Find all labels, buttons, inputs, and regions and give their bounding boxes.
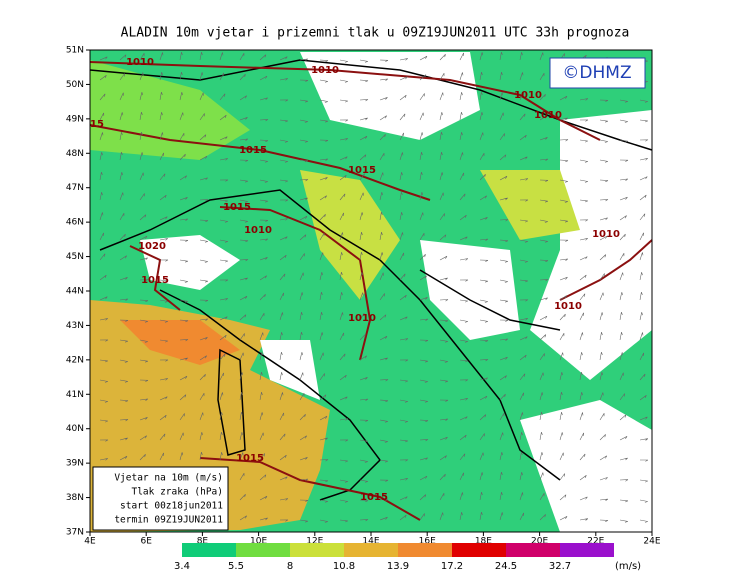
lat-label: 39N — [66, 459, 84, 469]
lon-label: 4E — [84, 537, 96, 547]
logo-box — [549, 57, 646, 89]
isobar-label: 1010 — [348, 313, 376, 324]
isobar-label: 1015 — [141, 275, 169, 286]
lat-label: 37N — [66, 528, 84, 538]
lon-label: 24E — [643, 537, 660, 547]
info-box — [92, 466, 229, 531]
lat-label: 51N — [66, 46, 84, 56]
colorbar-label: 24.5 — [495, 561, 517, 572]
isobar-label: 1015 — [239, 145, 267, 156]
lat-label: 45N — [66, 252, 84, 262]
info-line: Tlak zraka (hPa) — [131, 487, 223, 498]
lat-label: 44N — [66, 287, 84, 297]
lat-label: 46N — [66, 218, 84, 228]
isobar-label: 1015 — [348, 165, 376, 176]
lon-label: 12E — [306, 537, 323, 547]
colorbar-swatch — [236, 543, 290, 557]
lat-label: 47N — [66, 183, 84, 193]
colorbar-label: 10.8 — [333, 561, 355, 572]
isobar-label: 1015 — [360, 492, 388, 503]
lon-label: 18E — [475, 537, 492, 547]
colorbar-label: 8 — [287, 561, 293, 572]
lat-label: 48N — [66, 149, 84, 159]
lat-label: 40N — [66, 424, 84, 434]
isobar-label: 1010 — [592, 229, 620, 240]
colorbar-swatch — [398, 543, 452, 557]
colorbar-swatch — [344, 543, 398, 557]
lat-label: 43N — [66, 321, 84, 331]
title: ALADIN 10m vjetar i prizemni tlak u 09Z1… — [121, 26, 630, 41]
lon-label: 6E — [140, 537, 152, 547]
info-line: start 00z18jun2011 — [120, 501, 223, 512]
lat-label: 49N — [66, 114, 84, 124]
lon-label: 14E — [362, 537, 379, 547]
colorbar-label: 5.5 — [228, 561, 244, 572]
colorbar-swatch — [290, 543, 344, 557]
isobar-label: 1020 — [138, 241, 166, 252]
logo: ©DHMZ — [562, 63, 631, 83]
colorbar-swatch — [182, 543, 236, 557]
isobar-label: 1010 — [554, 301, 582, 312]
colorbar-label: 3.4 — [174, 561, 190, 572]
lon-label: 16E — [419, 537, 436, 547]
colorbar-label: 32.7 — [549, 561, 571, 572]
isobar-label: 1010 — [311, 65, 339, 76]
lat-label: 42N — [66, 355, 84, 365]
wind-arrows — [99, 51, 649, 523]
isobar-label: 1010 — [244, 225, 272, 236]
colorbar-swatch — [560, 543, 614, 557]
lon-label: 8E — [197, 537, 209, 547]
lon-label: 20E — [531, 537, 548, 547]
colorbar-swatch — [506, 543, 560, 557]
isobar-label: 1010 — [534, 110, 562, 121]
colorbar-unit: (m/s) — [615, 561, 641, 572]
lon-label: 10E — [250, 537, 267, 547]
lon-label: 22E — [587, 537, 604, 547]
lat-label: 50N — [66, 80, 84, 90]
colorbar-swatch — [452, 543, 506, 557]
isobar-label: 1015 — [223, 202, 251, 213]
info-line: termin 09Z19JUN2011 — [114, 515, 223, 526]
isobar-label: 15 — [90, 119, 104, 130]
isobar-label: 1010 — [514, 90, 542, 101]
map-field — [89, 50, 653, 532]
lat-label: 41N — [66, 390, 84, 400]
isobar-label: 1015 — [236, 453, 264, 464]
isobar-label: 1010 — [126, 57, 154, 68]
info-line: Vjetar na 10m (m/s) — [114, 473, 223, 484]
colorbar-label: 13.9 — [387, 561, 409, 572]
colorbar-label: 17.2 — [441, 561, 463, 572]
lat-label: 38N — [66, 493, 84, 503]
